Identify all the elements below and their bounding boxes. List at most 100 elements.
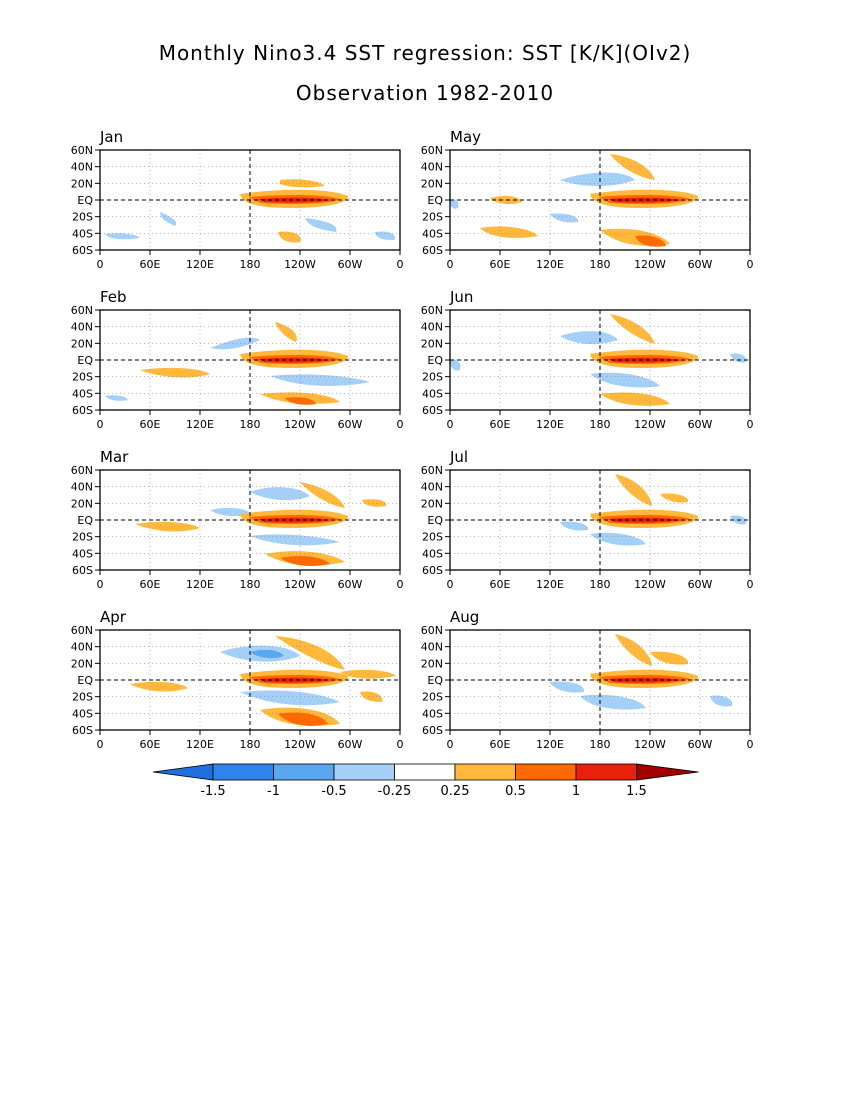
- lon-tick-label: 60E: [490, 418, 511, 431]
- lat-tick-label: 20N: [71, 177, 93, 190]
- lon-tick-label: 180: [240, 738, 261, 751]
- lat-tick-label: EQ: [77, 514, 93, 527]
- anomaly-patch: [608, 517, 682, 523]
- lon-tick-label: 120W: [284, 258, 316, 271]
- anomaly-patch: [210, 507, 250, 517]
- anomaly-patch: [550, 213, 579, 223]
- anomaly-patch: [278, 231, 301, 243]
- lon-tick-label: 60W: [338, 578, 363, 591]
- anomaly-patch: [258, 517, 332, 523]
- lat-tick-label: 20S: [422, 371, 443, 384]
- lat-tick-label: 40N: [71, 161, 93, 174]
- lat-tick-label: 40N: [421, 481, 443, 494]
- lat-tick-label: 40N: [421, 641, 443, 654]
- colorbar-segment: [273, 763, 335, 781]
- lon-tick-label: 60E: [490, 578, 511, 591]
- colorbar-left-arrow: [152, 763, 214, 781]
- lon-tick-label: 120E: [536, 738, 564, 751]
- anomaly-patch: [610, 154, 655, 180]
- lon-tick-label: 120E: [536, 578, 564, 591]
- lat-tick-label: 20N: [71, 657, 93, 670]
- panels-grid: 0 60E 120E 180 120W 60W 0 60N 40N 20N EQ 20S 40S 60S J…: [71, 128, 754, 880]
- lon-tick-label: 120W: [284, 418, 316, 431]
- lon-tick-label: 0: [97, 578, 104, 591]
- anomaly-patch: [590, 372, 660, 388]
- shading-layer: [450, 630, 750, 880]
- lon-tick-label: 0: [447, 738, 454, 751]
- lon-tick-label: 120W: [634, 418, 666, 431]
- lon-tick-label: 120E: [186, 418, 214, 431]
- lat-tick-label: 40S: [422, 547, 443, 560]
- anomaly-patch: [105, 233, 140, 240]
- panel-month-label: Jun: [449, 288, 473, 306]
- lat-tick-label: 60N: [421, 304, 443, 317]
- coastline: [450, 780, 750, 880]
- colorbar-label: -1: [267, 784, 280, 799]
- lon-tick-label: 60E: [140, 738, 161, 751]
- lat-tick-label: 60S: [72, 564, 93, 577]
- anomaly-patch: [210, 337, 260, 350]
- colorbar-segment: [515, 763, 577, 781]
- lon-tick-label: 180: [590, 418, 611, 431]
- anomaly-patch: [300, 482, 345, 508]
- lat-tick-label: 60S: [422, 244, 443, 257]
- lat-tick-label: 20S: [422, 691, 443, 704]
- lat-tick-label: EQ: [427, 194, 443, 207]
- lat-tick-label: 60N: [421, 464, 443, 477]
- colorbar-segment: [394, 763, 456, 781]
- lat-tick-label: 40S: [422, 707, 443, 720]
- lat-tick-label: 40S: [422, 227, 443, 240]
- lon-tick-label: 180: [240, 578, 261, 591]
- anomaly-patch: [275, 322, 297, 342]
- anomaly-patch: [340, 669, 396, 679]
- lat-tick-label: EQ: [77, 674, 93, 687]
- map-panel-jul: 0 60E 120E 180 120W 60W 0 60N 40N 20N EQ 20S 40S 60S J…: [421, 448, 754, 591]
- anomaly-patch: [360, 691, 383, 702]
- anomaly-patch: [580, 694, 646, 710]
- lon-tick-label: 120E: [186, 258, 214, 271]
- lat-tick-label: 60N: [421, 624, 443, 637]
- lat-tick-label: 60N: [71, 304, 93, 317]
- lon-tick-label: 0: [97, 418, 104, 431]
- lat-tick-label: 60N: [421, 144, 443, 157]
- lat-tick-label: 60S: [72, 404, 93, 417]
- anomaly-patch: [560, 331, 618, 345]
- anomaly-patch: [362, 499, 387, 507]
- lat-tick-label: 40N: [71, 481, 93, 494]
- shading-layer: [450, 310, 750, 410]
- colorbar-label: -0.5: [321, 784, 346, 799]
- lat-tick-label: 40S: [72, 547, 93, 560]
- anomaly-patch: [258, 197, 332, 203]
- anomaly-patch: [250, 487, 310, 501]
- lon-tick-label: 0: [447, 578, 454, 591]
- lon-tick-label: 120W: [284, 738, 316, 751]
- lon-tick-label: 0: [97, 738, 104, 751]
- panel-month-label: Feb: [100, 288, 127, 306]
- lat-tick-label: EQ: [427, 514, 443, 527]
- anomaly-patch: [610, 314, 655, 344]
- anomaly-patch: [550, 681, 585, 693]
- lat-tick-label: 20S: [72, 211, 93, 224]
- colorbar-segment: [454, 763, 516, 781]
- anomaly-patch: [608, 677, 682, 683]
- lat-tick-label: 40N: [421, 161, 443, 174]
- colorbar-segment: [333, 763, 395, 781]
- colorbar-segment: [212, 763, 274, 781]
- panel-month-label: Apr: [100, 608, 127, 626]
- lat-tick-label: 20S: [422, 531, 443, 544]
- panel-month-label: Aug: [450, 608, 479, 626]
- shading-layer: [450, 150, 750, 250]
- shading-layer: [100, 470, 400, 570]
- colorbar-label: 0.25: [441, 784, 470, 799]
- shading-layer: [450, 470, 750, 570]
- lat-tick-label: 60N: [71, 144, 93, 157]
- lon-tick-label: 0: [747, 738, 754, 751]
- lon-tick-label: 0: [747, 258, 754, 271]
- lon-tick-label: 180: [590, 738, 611, 751]
- lon-tick-label: 60W: [688, 258, 713, 271]
- anomaly-patch: [615, 474, 652, 506]
- lat-tick-label: 20S: [72, 531, 93, 544]
- lon-tick-label: 120E: [536, 258, 564, 271]
- anomaly-patch: [608, 357, 682, 363]
